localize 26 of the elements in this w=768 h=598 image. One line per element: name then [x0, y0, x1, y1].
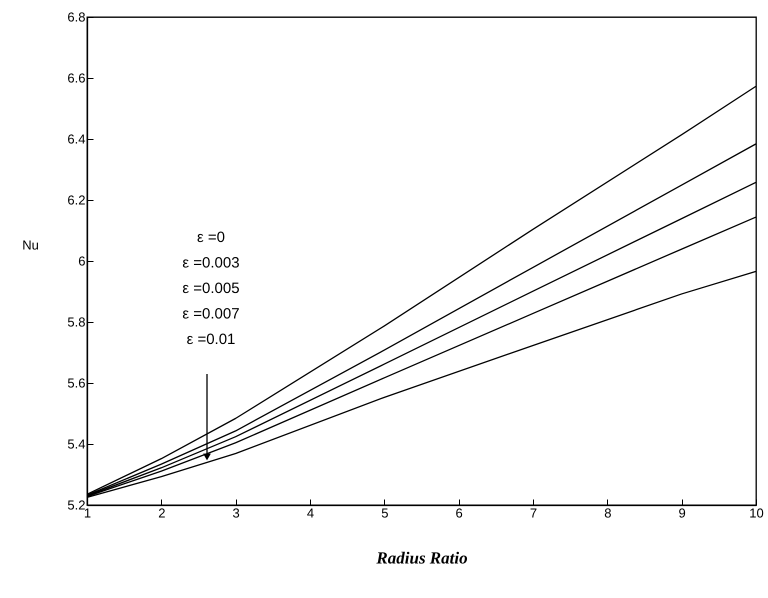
annotation: ε =0.007: [182, 306, 240, 322]
x-tick-label: 9: [678, 506, 686, 520]
x-tick-label: 8: [604, 506, 612, 520]
x-tick-label: 7: [530, 506, 538, 520]
x-tick-label: 4: [306, 506, 314, 520]
y-tick-label: 5.6: [67, 376, 86, 390]
annotation: ε =0.005: [182, 280, 240, 297]
y-tick-label: 6.6: [67, 70, 86, 86]
x-tick-label: 2: [158, 506, 166, 520]
y-tick-label: 5.8: [67, 314, 86, 330]
y-tick-label: 5.4: [67, 436, 86, 452]
x-axis-title: Radius Ratio: [375, 548, 468, 568]
y-axis-title: Nu: [22, 238, 39, 252]
annotation: ε =0.01: [186, 331, 236, 348]
x-tick-label: 10: [749, 506, 764, 520]
y-tick-label: 6.8: [67, 10, 86, 24]
x-tick-label: 5: [381, 506, 388, 520]
y-tick-label: 6.2: [67, 192, 86, 208]
x-tick-label: 1: [84, 506, 92, 520]
x-tick-label: 6: [456, 506, 463, 520]
x-tick-label: 3: [232, 506, 240, 520]
y-tick-label: 6.4: [67, 132, 86, 146]
annotation: ε =0.003: [182, 254, 240, 272]
y-tick-label: 6: [78, 254, 86, 268]
y-tick-label: 5.2: [67, 498, 86, 512]
annotation: ε =0: [197, 229, 225, 246]
